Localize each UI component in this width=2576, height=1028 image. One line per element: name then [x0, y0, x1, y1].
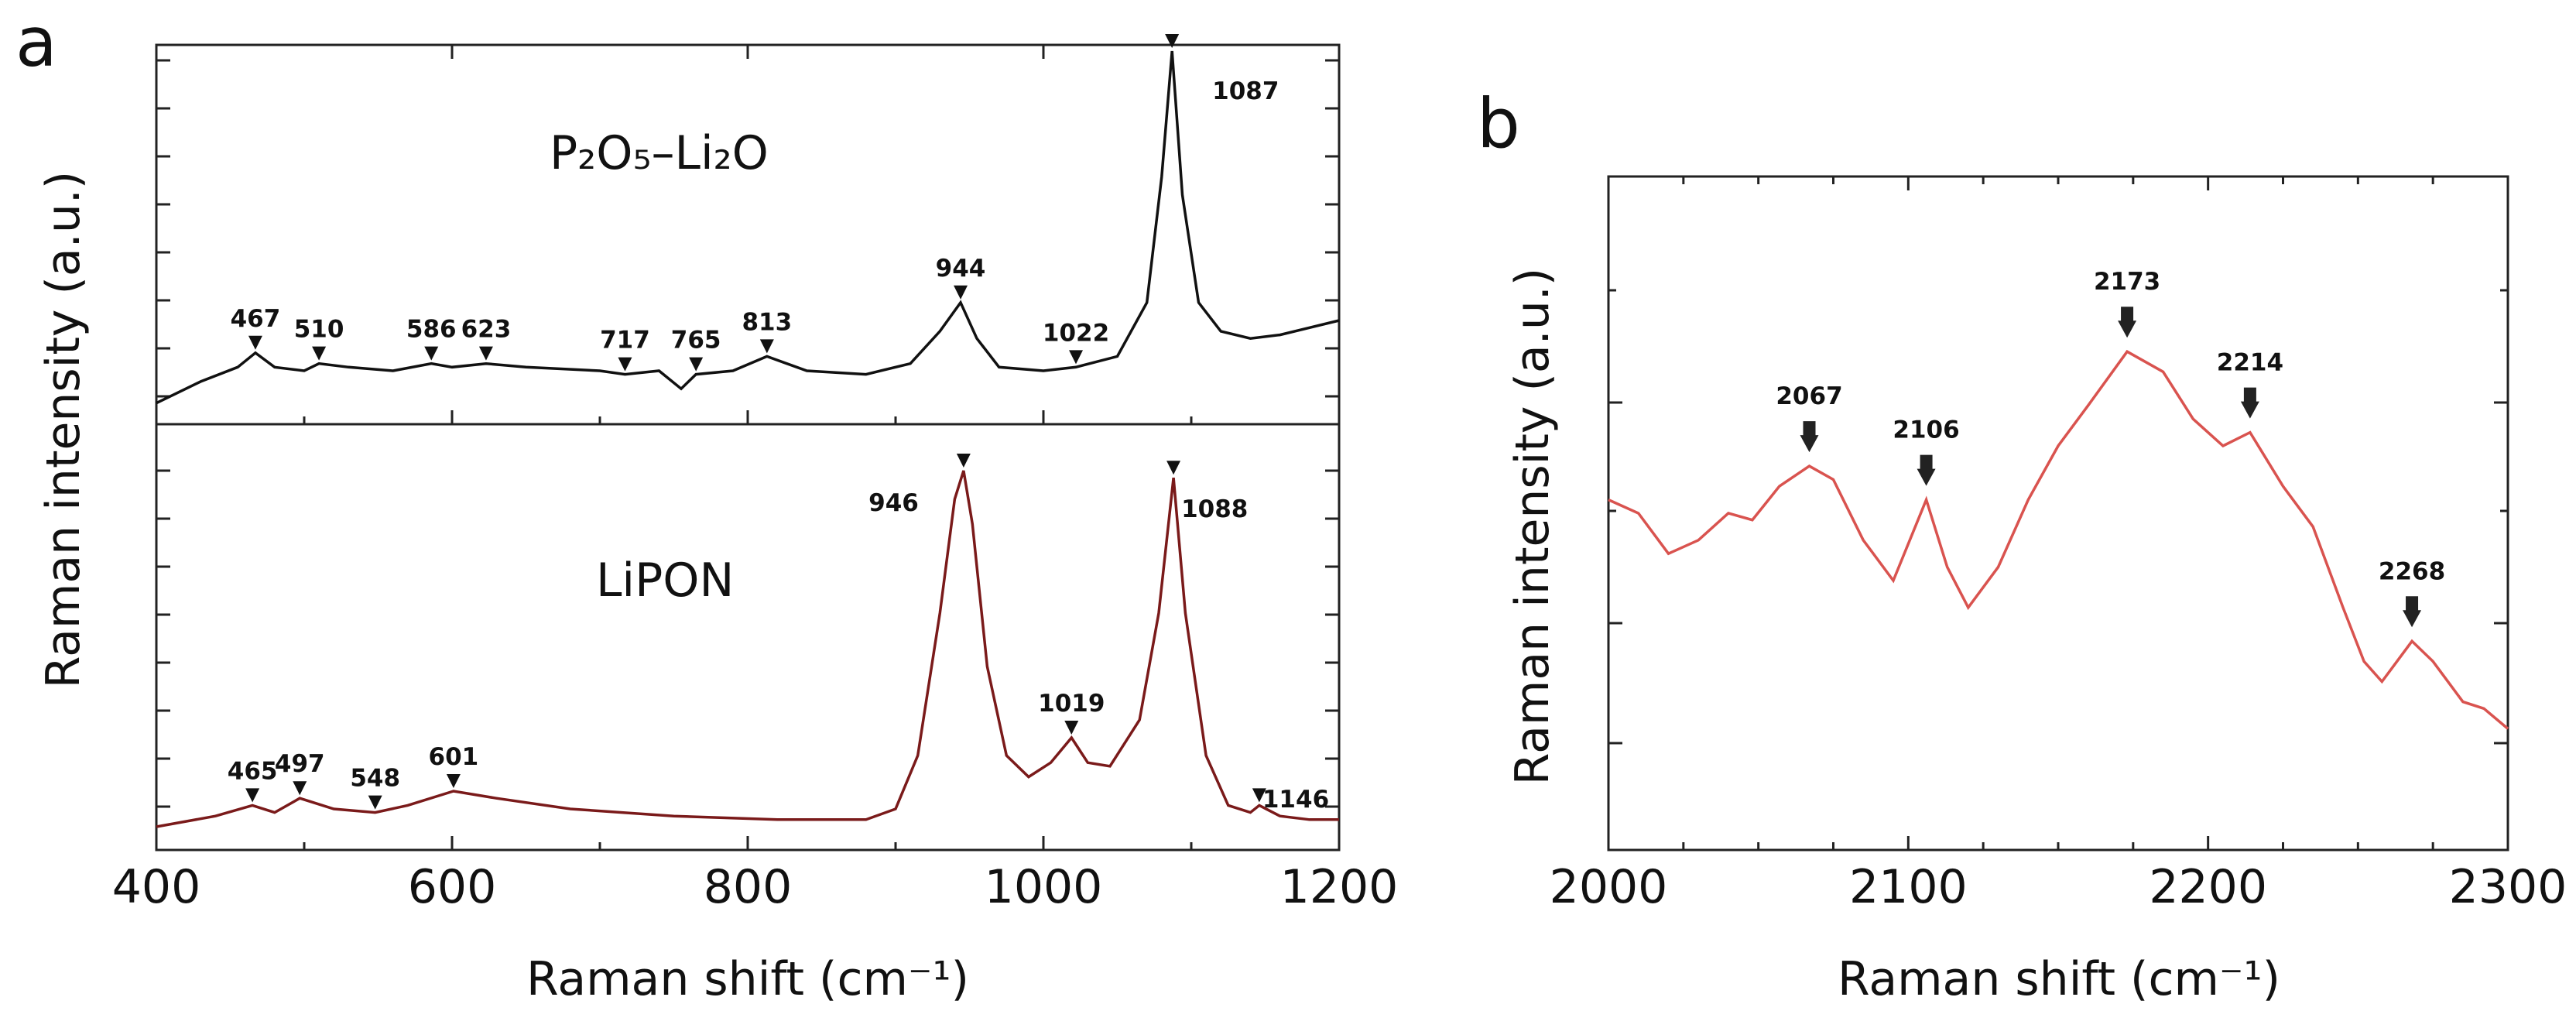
peak-label-1146: 1146 [1262, 786, 1329, 814]
panel-b-y-axis-title: Raman intensity (a.u.) [1506, 268, 1560, 785]
peak-marker-2106 [1917, 454, 1936, 486]
peak-label-2268: 2268 [2379, 557, 2445, 585]
x-tick-label: 2100 [1849, 860, 1968, 914]
x-tick-label: 1200 [1280, 860, 1399, 914]
panel-a-bottom-plot-frame [155, 423, 1341, 852]
peak-marker-497 [293, 781, 307, 796]
panel-a-bottom-y-ticks [156, 469, 1339, 808]
peak-label-465: 465 [228, 757, 278, 785]
peak-marker-765 [689, 357, 704, 372]
peak-label-2173: 2173 [2094, 268, 2160, 296]
series-line-panel-b [1608, 349, 2509, 730]
peak-markers-panel-b: 2067 2106 2173 2214 2268 [1776, 268, 2445, 628]
peak-marker-2067 [1800, 421, 1819, 453]
peak-label-813: 813 [742, 308, 792, 336]
peak-label-586: 586 [406, 316, 457, 344]
x-tick-label: 800 [704, 860, 793, 914]
x-tick-label: 600 [408, 860, 497, 914]
peak-label-1019: 1019 [1038, 690, 1105, 718]
peak-marker-586 [424, 346, 439, 361]
peak-label-623: 623 [461, 316, 512, 344]
peak-marker-548 [368, 795, 382, 810]
panel-a-y-axis-title: Raman intensity (a.u.) [36, 171, 91, 688]
peak-marker-813 [759, 339, 774, 354]
peak-marker-1146 [1252, 788, 1266, 803]
series-name-p2o5-li2o: P₂O₅–Li₂O [550, 126, 769, 180]
peak-label-2067: 2067 [1776, 382, 1842, 410]
panel-a: a 400 600 800 1000 1200 467 510 586 623 717 765 81… [15, 2, 1398, 1006]
peak-marker-467 [248, 335, 262, 350]
peak-label-717: 717 [600, 327, 650, 355]
peak-label-497: 497 [275, 750, 325, 778]
series-line-lipon [156, 470, 1339, 828]
panel-letter-b: b [1477, 84, 1520, 163]
peak-marker-601 [446, 774, 461, 788]
peak-marker-1088 [1166, 461, 1181, 475]
peak-label-1022: 1022 [1043, 319, 1109, 347]
panel-a-x-axis-title: Raman shift (cm⁻¹) [526, 952, 969, 1006]
peak-label-467: 467 [231, 305, 281, 333]
peak-marker-623 [478, 346, 493, 361]
x-tick-label: 2200 [2149, 860, 2267, 914]
panel-b-x-axis-title: Raman shift (cm⁻¹) [1838, 952, 2280, 1006]
peak-marker-1019 [1064, 721, 1079, 735]
peak-label-510: 510 [294, 316, 344, 344]
peak-label-944: 944 [936, 255, 986, 283]
peak-marker-2173 [2118, 307, 2137, 338]
x-tick-label: 400 [112, 860, 201, 914]
panel-b: b 2000 2100 2200 2300 20672106217322142268 … [1477, 84, 2567, 1006]
peak-marker-510 [312, 346, 327, 361]
peak-marker-2214 [2240, 387, 2259, 419]
peak-marker-946 [956, 454, 971, 468]
peak-marker-1022 [1069, 350, 1084, 365]
peak-markers-p2o5-li2o: 467 510 586 623 717 765 813 944 1022 1087 [231, 34, 1279, 372]
peak-label-1088: 1088 [1181, 495, 1248, 523]
peak-marker-465 [245, 788, 260, 803]
x-tick-label: 2300 [2449, 860, 2567, 914]
peak-label-548: 548 [350, 765, 400, 793]
x-tick-label: 2000 [1550, 860, 1668, 914]
peak-marker-1087 [1165, 34, 1180, 48]
peak-label-1087: 1087 [1212, 77, 1279, 105]
peak-label-2106: 2106 [1893, 416, 1959, 444]
x-tick-label: 1000 [985, 860, 1103, 914]
series-line-p2o5-li2o [156, 50, 1340, 405]
panel-b-y-ticks [1608, 289, 2508, 745]
peak-marker-2268 [2403, 596, 2422, 628]
panel-a-top-plot-frame [155, 43, 1341, 426]
peak-label-601: 601 [429, 743, 479, 771]
peak-marker-717 [618, 357, 632, 372]
series-name-lipon: LiPON [596, 553, 734, 608]
peak-marker-944 [954, 285, 968, 300]
peak-label-946: 946 [868, 489, 919, 517]
peak-label-2214: 2214 [2217, 349, 2283, 377]
panel-letter-a: a [15, 2, 57, 82]
panel-a-top-y-ticks [156, 59, 1339, 398]
panel-b-x-ticks: 2000 2100 2200 2300 [1550, 176, 2567, 914]
panel-b-plot-frame [1607, 175, 2509, 852]
panel-a-x-ticks: 400 600 800 1000 1200 [112, 45, 1399, 914]
peak-label-765: 765 [671, 327, 721, 355]
